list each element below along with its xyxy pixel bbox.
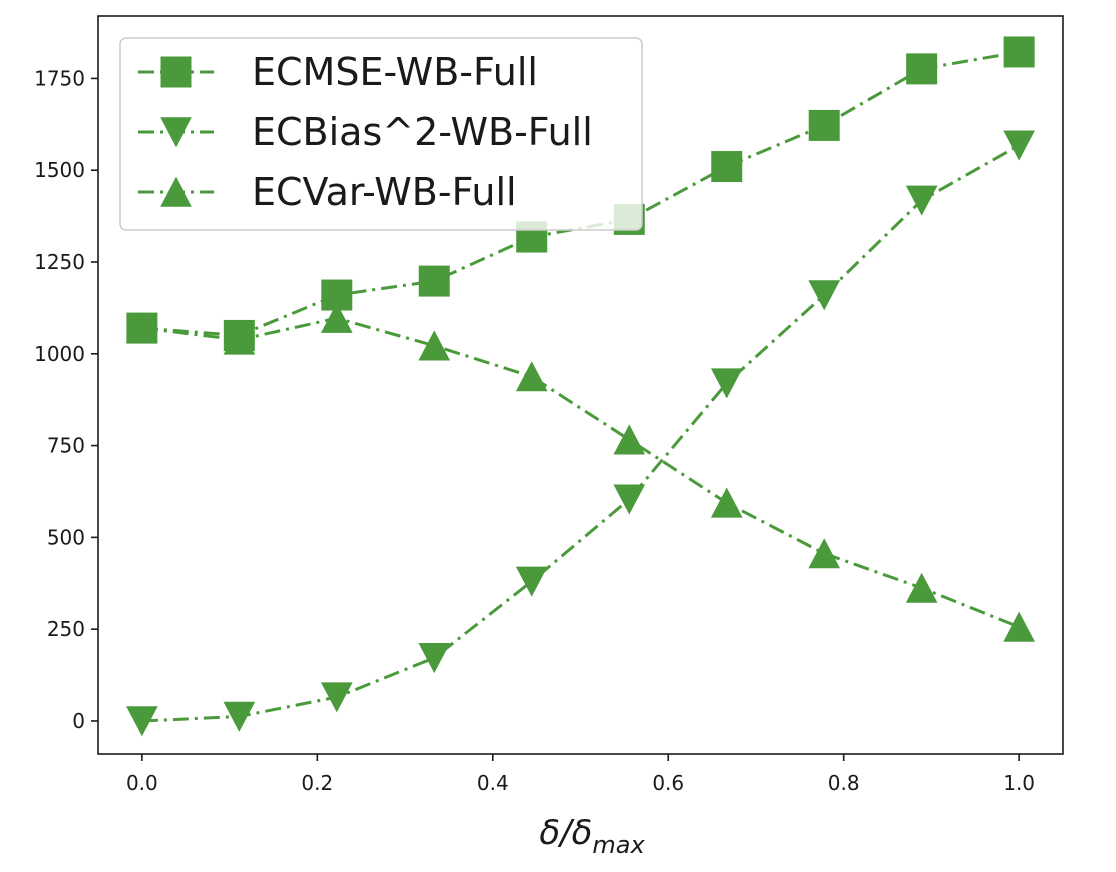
- data-point: [710, 368, 743, 399]
- y-tick-label: 1250: [34, 250, 85, 274]
- data-point: [906, 53, 938, 85]
- series-triangle-up: [126, 302, 1035, 642]
- legend-label: ECBias^2-WB-Full: [252, 110, 593, 154]
- data-point: [223, 324, 256, 355]
- x-tick-label: 1.0: [1003, 771, 1035, 795]
- x-tick-label: 0.2: [301, 771, 333, 795]
- legend: ECMSE-WB-Full ECBias^2-WB-Full ECVar-WB-Fu…: [119, 37, 643, 231]
- data-point: [711, 151, 743, 183]
- plot-area-frame: [97, 15, 1064, 755]
- x-tick-label: 0.6: [652, 771, 684, 795]
- y-tick-label: 1500: [34, 158, 85, 182]
- data-point: [515, 361, 548, 392]
- data-point: [1003, 611, 1035, 642]
- data-point: [418, 265, 450, 297]
- data-point: [126, 706, 158, 737]
- legend-marker: [160, 56, 192, 88]
- series-triangle-down: [126, 130, 1035, 737]
- data-point: [223, 701, 256, 732]
- data-point: [418, 643, 451, 674]
- x-tick-label: 0.8: [828, 771, 860, 795]
- legend-entry: ECBias^2-WB-Full: [138, 110, 593, 154]
- x-tick-label: 0.0: [126, 771, 158, 795]
- data-point: [710, 487, 743, 518]
- y-tick-label: 1000: [34, 342, 85, 366]
- legend-label: ECVar-WB-Full: [252, 170, 517, 214]
- data-point: [613, 484, 646, 515]
- data-point: [905, 185, 938, 216]
- y-tick-label: 0: [72, 709, 85, 733]
- data-point: [515, 566, 548, 597]
- legend-label: ECMSE-WB-Full: [252, 50, 538, 94]
- data-point: [1003, 130, 1035, 161]
- data-point: [1003, 36, 1035, 68]
- data-point: [808, 109, 840, 141]
- legend-box: [119, 37, 643, 231]
- legend-marker: [160, 117, 192, 148]
- y-tick-label: 750: [47, 434, 85, 458]
- x-tick-label: 0.4: [477, 771, 509, 795]
- data-point: [808, 280, 841, 311]
- data-point: [418, 330, 451, 361]
- x-axis-label: δ/δmax: [539, 813, 645, 859]
- y-tick-label: 1750: [34, 66, 85, 90]
- axes-layer: 0.0 0.2 0.4 0.6 0.8 1.0 0 250 500 750 1000 1250 1500…: [34, 66, 1035, 795]
- data-point: [613, 424, 646, 455]
- data-point: [905, 572, 938, 603]
- data-point: [320, 302, 353, 333]
- data-point: [126, 312, 158, 343]
- y-tick-label: 500: [47, 525, 85, 549]
- data-point: [320, 682, 353, 713]
- legend-entry: ECMSE-WB-Full: [138, 50, 538, 94]
- y-tick-label: 250: [47, 617, 85, 641]
- legend-marker: [160, 176, 192, 207]
- data-point: [808, 538, 841, 569]
- legend-entry: ECVar-WB-Full: [138, 170, 517, 214]
- series-line: [141, 316, 1020, 629]
- series-line: [141, 143, 1020, 723]
